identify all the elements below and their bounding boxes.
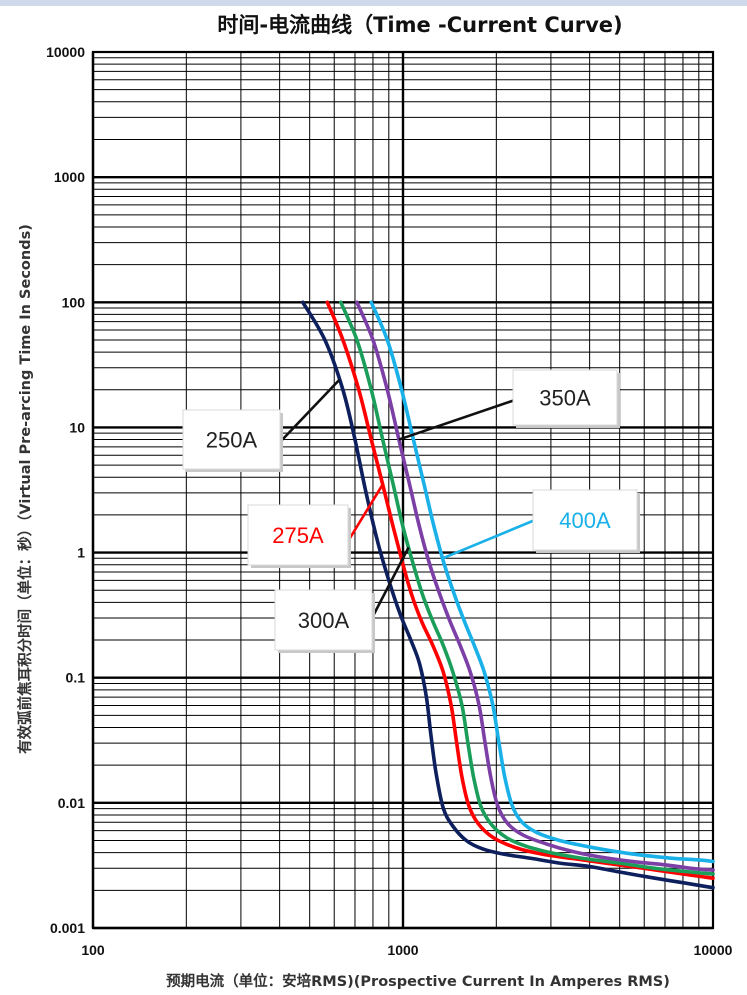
callout-leader-275a: [348, 483, 384, 539]
y-tick-label: 1: [77, 545, 85, 561]
callout-label-350a: 350A: [539, 386, 591, 411]
y-tick-label: 10000: [46, 44, 85, 60]
callout-leader-350a: [398, 398, 516, 441]
callout-label-275a: 275A: [272, 523, 324, 548]
x-axis-label: 预期电流（单位：安培RMS)(Prospective Current In Am…: [166, 972, 670, 990]
x-tick-label: 100: [81, 942, 105, 958]
chart-title: 时间-电流曲线（Time -Current Curve): [217, 13, 622, 37]
top-accent-bar: [0, 0, 747, 6]
callout-box-275a: [247, 504, 349, 566]
callout-box-350a: [512, 369, 618, 426]
y-tick-label: 10: [69, 419, 85, 435]
y-tick-label: 100: [62, 294, 86, 310]
y-tick-label: 0.01: [58, 795, 85, 811]
series-line-400a: [369, 300, 715, 864]
callout-leader-300a: [370, 546, 410, 619]
callout-layer: 250A 275A 300A 350A 400A: [182, 369, 640, 653]
callout-label-300a: 300A: [298, 608, 350, 633]
callout-leader-400a: [442, 518, 536, 560]
series-layer: [301, 300, 715, 890]
callout-label-400a: 400A: [559, 508, 611, 533]
y-tick-label: 0.001: [50, 920, 85, 936]
y-axis-label: 有效弧前焦耳积分时间（单位：秒）（Virtual Pre-arcing Time…: [16, 224, 34, 754]
x-tick-label: 10000: [694, 942, 733, 958]
x-tick-label: 1000: [387, 942, 418, 958]
callout-label-250a: 250A: [206, 428, 258, 453]
y-tick-label: 0.1: [66, 670, 86, 686]
callout-box-400a: [532, 489, 638, 551]
callout-box-300a: [274, 589, 373, 651]
series-line-300a: [339, 300, 715, 876]
callout-leader-250a: [281, 378, 341, 441]
series-line-350a: [355, 300, 715, 872]
tick-labels: 100 1000 10000 10000 1000 100 10 1 0.1 0.01 0.001: [46, 44, 733, 958]
y-tick-label: 1000: [54, 169, 85, 185]
series-line-250a: [301, 300, 715, 890]
callout-box-250a: [182, 409, 281, 470]
